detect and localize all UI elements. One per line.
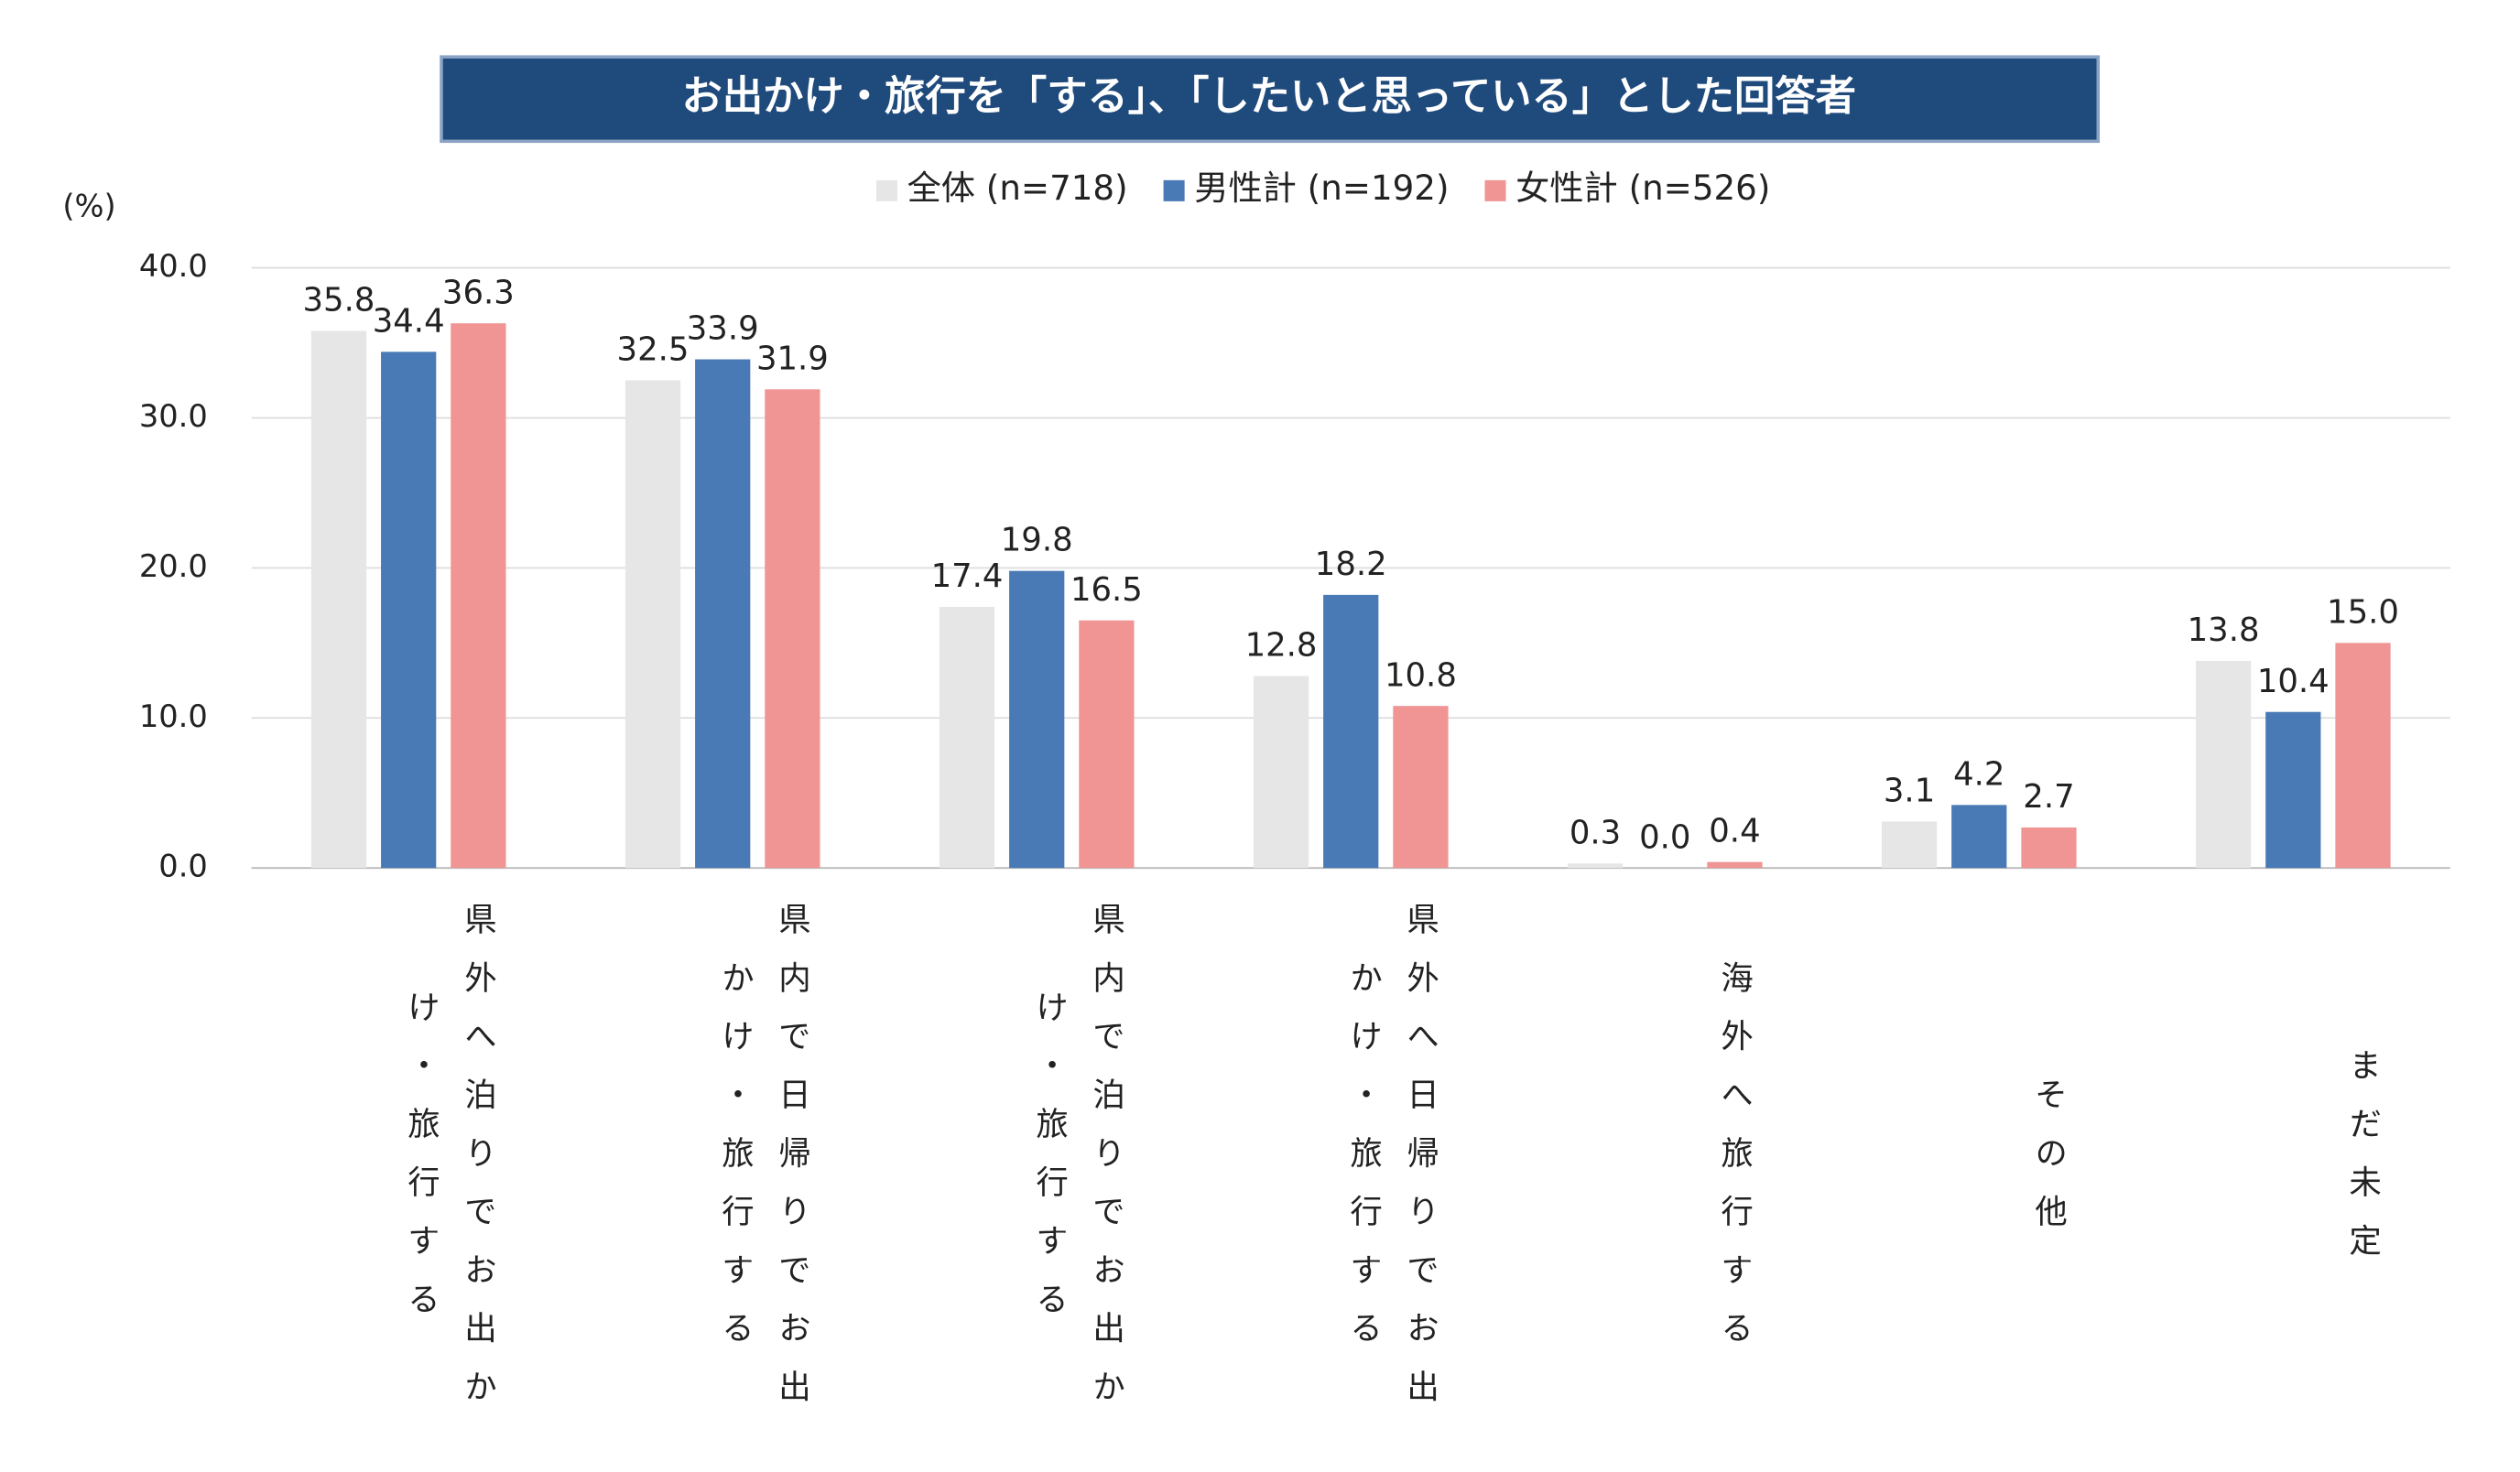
- bar: [2265, 711, 2321, 869]
- bar: [1323, 594, 1379, 869]
- bar: [2021, 827, 2077, 869]
- data-label: 10.4: [2257, 663, 2330, 700]
- x-tick-label: 県外へ日帰りでお出かけ・旅行する: [1344, 902, 1440, 1428]
- data-label: 33.9: [687, 310, 759, 348]
- legend-label: 男性計 (n=192): [1194, 168, 1449, 208]
- x-tick-label-box: 県内で泊りでお出かけ・旅行する: [1030, 902, 1126, 1428]
- y-tick-label: 20.0: [139, 548, 208, 584]
- y-tick-label: 0.0: [158, 849, 208, 884]
- data-label: 0.0: [1639, 818, 1690, 856]
- bar: [765, 389, 820, 869]
- legend-swatch: [1484, 179, 1506, 201]
- data-label: 17.4: [931, 557, 1004, 595]
- data-label: 12.8: [1245, 626, 1318, 664]
- bar: [1009, 570, 1065, 869]
- x-tick-label-box: 県外へ泊りでお出かけ・旅行する: [402, 902, 498, 1428]
- data-label: 36.3: [442, 274, 515, 311]
- bar: [1567, 863, 1624, 869]
- data-label: 34.4: [373, 302, 445, 340]
- data-label: 0.4: [1709, 813, 1760, 850]
- x-tick-label: 海外へ旅行する: [1715, 960, 1754, 1369]
- chart-title: お出かけ・旅行を「する」、「したいと思っている」とした回答者: [682, 73, 1856, 120]
- bar: [381, 352, 437, 869]
- data-label: 4.2: [1953, 755, 2004, 793]
- x-tick-label-box: その他: [2029, 1077, 2069, 1253]
- bar: [695, 359, 751, 869]
- x-tick-label-box: まだ未定: [2343, 1047, 2383, 1283]
- x-tick-label: 県内で泊りでお出かけ・旅行する: [1030, 902, 1126, 1428]
- bar: [625, 380, 681, 869]
- bar: [451, 323, 506, 869]
- bar: [2195, 660, 2252, 869]
- data-label: 13.8: [2188, 612, 2260, 649]
- data-label: 10.8: [1385, 656, 1457, 694]
- x-tick-label: その他: [2029, 1077, 2069, 1253]
- title-box: [440, 55, 2101, 144]
- y-unit: (%): [62, 188, 115, 223]
- bar: [1881, 821, 1938, 869]
- data-label: 18.2: [1315, 546, 1387, 583]
- y-tick-label: 30.0: [139, 398, 208, 434]
- legend-swatch: [1163, 179, 1185, 201]
- bar: [2335, 643, 2391, 869]
- x-tick-label-box: 県内で日帰りでお出かけ・旅行する: [716, 902, 812, 1428]
- legend-swatch: [875, 179, 897, 201]
- data-label: 31.9: [756, 340, 829, 377]
- legend-label: 全体 (n=718): [907, 168, 1128, 208]
- bar: [1253, 676, 1309, 869]
- data-label: 16.5: [1070, 571, 1143, 609]
- x-tick-label-box: 県外へ日帰りでお出かけ・旅行する: [1344, 902, 1440, 1428]
- x-tick-label: 県外へ泊りでお出かけ・旅行する: [402, 902, 498, 1428]
- bar: [1707, 861, 1763, 869]
- y-tick-label: 40.0: [139, 248, 208, 284]
- bar: [939, 606, 995, 869]
- y-tick-label: 10.0: [139, 698, 208, 734]
- bar: [1393, 706, 1449, 869]
- x-tick-label: 県内で日帰りでお出かけ・旅行する: [716, 902, 812, 1428]
- x-tick-label-box: 海外へ旅行する: [1715, 960, 1754, 1369]
- data-label: 0.3: [1570, 814, 1621, 851]
- data-label: 19.8: [1001, 522, 1073, 559]
- bar: [310, 330, 367, 869]
- x-tick-label: まだ未定: [2343, 1047, 2383, 1283]
- legend-label: 女性計 (n=526): [1515, 168, 1770, 208]
- bar: [1079, 620, 1135, 869]
- data-label: 15.0: [2327, 593, 2399, 631]
- data-label: 35.8: [303, 281, 375, 319]
- data-label: 3.1: [1884, 772, 1935, 809]
- data-label: 32.5: [617, 331, 690, 369]
- bar: [1951, 805, 2007, 869]
- data-label: 2.7: [2023, 778, 2074, 816]
